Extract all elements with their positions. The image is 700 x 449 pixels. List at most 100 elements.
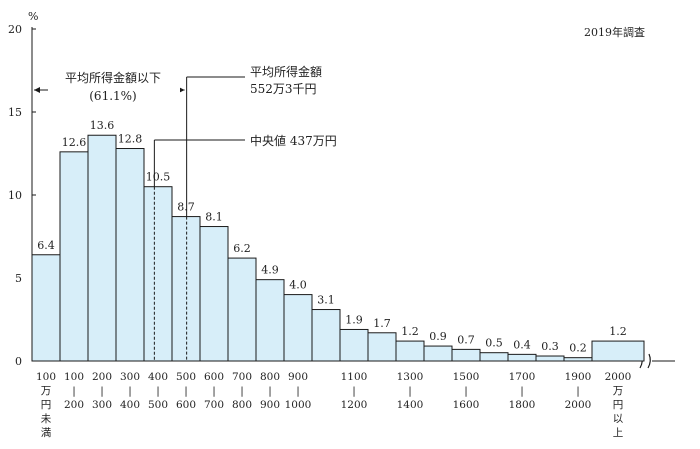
category-label: 1400 xyxy=(397,399,424,411)
bar xyxy=(451,348,481,362)
category-label: 満 xyxy=(41,427,52,439)
category-label: 万 xyxy=(613,385,624,397)
category-label: | xyxy=(184,385,188,398)
category-label: 円 xyxy=(613,399,624,411)
below-average-arrow-left-head xyxy=(34,87,40,93)
survey-note: 2019年調査 xyxy=(584,25,645,39)
y-tick-label: 5 xyxy=(15,272,22,285)
category-labels: 100万円未満100|200200|300300|400400|500500|6… xyxy=(36,371,631,439)
bar-value-label: 12.8 xyxy=(118,133,143,146)
category-label: 1300 xyxy=(397,371,424,383)
y-tick-label: 15 xyxy=(8,106,22,119)
bar-value-label: 6.2 xyxy=(233,242,251,255)
category-label: 万 xyxy=(41,385,52,397)
y-tick-label: 10 xyxy=(8,189,22,202)
category-label: 1100 xyxy=(341,371,368,383)
bar-value-label: 8.7 xyxy=(177,201,195,214)
category-label: 800 xyxy=(260,371,280,383)
bar-value-label: 8.1 xyxy=(205,211,223,224)
category-label: 700 xyxy=(204,399,224,411)
bar-value-label: 1.9 xyxy=(345,313,363,326)
bar xyxy=(31,254,61,362)
below-average-label-bg xyxy=(48,70,180,106)
below-average-percent: (61.1%) xyxy=(89,89,136,103)
bar xyxy=(563,357,593,362)
bar xyxy=(227,257,257,362)
category-label: 1500 xyxy=(453,371,480,383)
bar-value-label: 1.7 xyxy=(373,317,391,330)
bar xyxy=(59,151,89,362)
category-label: | xyxy=(212,385,216,398)
bar xyxy=(535,355,565,362)
category-label: 500 xyxy=(176,371,196,383)
below-average-arrow-right-head xyxy=(178,87,185,93)
category-label: 1700 xyxy=(509,371,536,383)
category-label: 600 xyxy=(176,399,196,411)
category-label: | xyxy=(240,385,244,398)
bar xyxy=(367,332,397,362)
bar xyxy=(479,352,509,362)
bars: 6.4 12.613.612.8 10.5 8.7 8.1 6.2 4.9 4.0 3.1 1.9… xyxy=(31,119,645,362)
category-label: 1200 xyxy=(341,399,368,411)
category-label: 2000 xyxy=(565,399,592,411)
category-label: 1000 xyxy=(285,399,312,411)
bar-value-label: 0.7 xyxy=(457,333,475,346)
average-value-label: 552万3千円 xyxy=(250,82,317,96)
bar-value-label: 4.0 xyxy=(289,279,307,292)
category-label: | xyxy=(408,385,412,398)
bar xyxy=(591,340,645,362)
bar xyxy=(395,340,425,362)
category-label: 900 xyxy=(260,399,280,411)
category-label: 400 xyxy=(120,399,140,411)
bar-value-label: 0.9 xyxy=(429,330,447,343)
category-label: | xyxy=(156,385,160,398)
category-label: 500 xyxy=(148,399,168,411)
axis-break-mark-right xyxy=(647,353,651,369)
category-label: 200 xyxy=(92,371,112,383)
average-label: 平均所得金額 xyxy=(250,64,322,79)
category-label: 1800 xyxy=(509,399,536,411)
bar xyxy=(115,148,145,362)
median-label: 中央値 437万円 xyxy=(250,133,337,148)
bar xyxy=(87,134,117,362)
bar xyxy=(199,226,229,362)
category-label: 600 xyxy=(204,371,224,383)
bar-value-label: 1.2 xyxy=(609,325,627,338)
bar xyxy=(283,294,313,362)
bar xyxy=(311,309,341,362)
category-label: 300 xyxy=(120,371,140,383)
bar xyxy=(507,353,537,362)
category-label: 400 xyxy=(148,371,168,383)
category-label: 900 xyxy=(288,371,308,383)
category-label: 300 xyxy=(92,399,112,411)
y-tick-label: 20 xyxy=(8,23,22,36)
y-tick-label: 0 xyxy=(15,355,22,368)
category-label: | xyxy=(296,385,300,398)
category-label: 2000 xyxy=(605,371,632,383)
category-label: 100 xyxy=(64,371,84,383)
bar-value-label: 6.4 xyxy=(37,239,55,252)
bar xyxy=(339,328,369,362)
category-label: 800 xyxy=(232,399,252,411)
category-label: | xyxy=(128,385,132,398)
category-label: | xyxy=(100,385,104,398)
category-label: | xyxy=(520,385,524,398)
category-label: 700 xyxy=(232,371,252,383)
category-label: 上 xyxy=(613,427,624,439)
bar xyxy=(143,186,173,362)
category-label: 以 xyxy=(613,413,624,425)
bar-value-label: 0.5 xyxy=(485,337,503,350)
bar xyxy=(255,279,285,362)
category-label: | xyxy=(72,385,76,398)
category-label: 200 xyxy=(64,399,84,411)
bar xyxy=(423,345,453,362)
bar-value-label: 13.6 xyxy=(90,119,115,132)
category-label: 1900 xyxy=(565,371,592,383)
bar xyxy=(171,216,201,362)
category-label: 未 xyxy=(41,413,52,425)
category-label: | xyxy=(464,385,468,398)
bar-value-label: 1.2 xyxy=(401,325,419,338)
category-label: 円 xyxy=(41,399,52,411)
